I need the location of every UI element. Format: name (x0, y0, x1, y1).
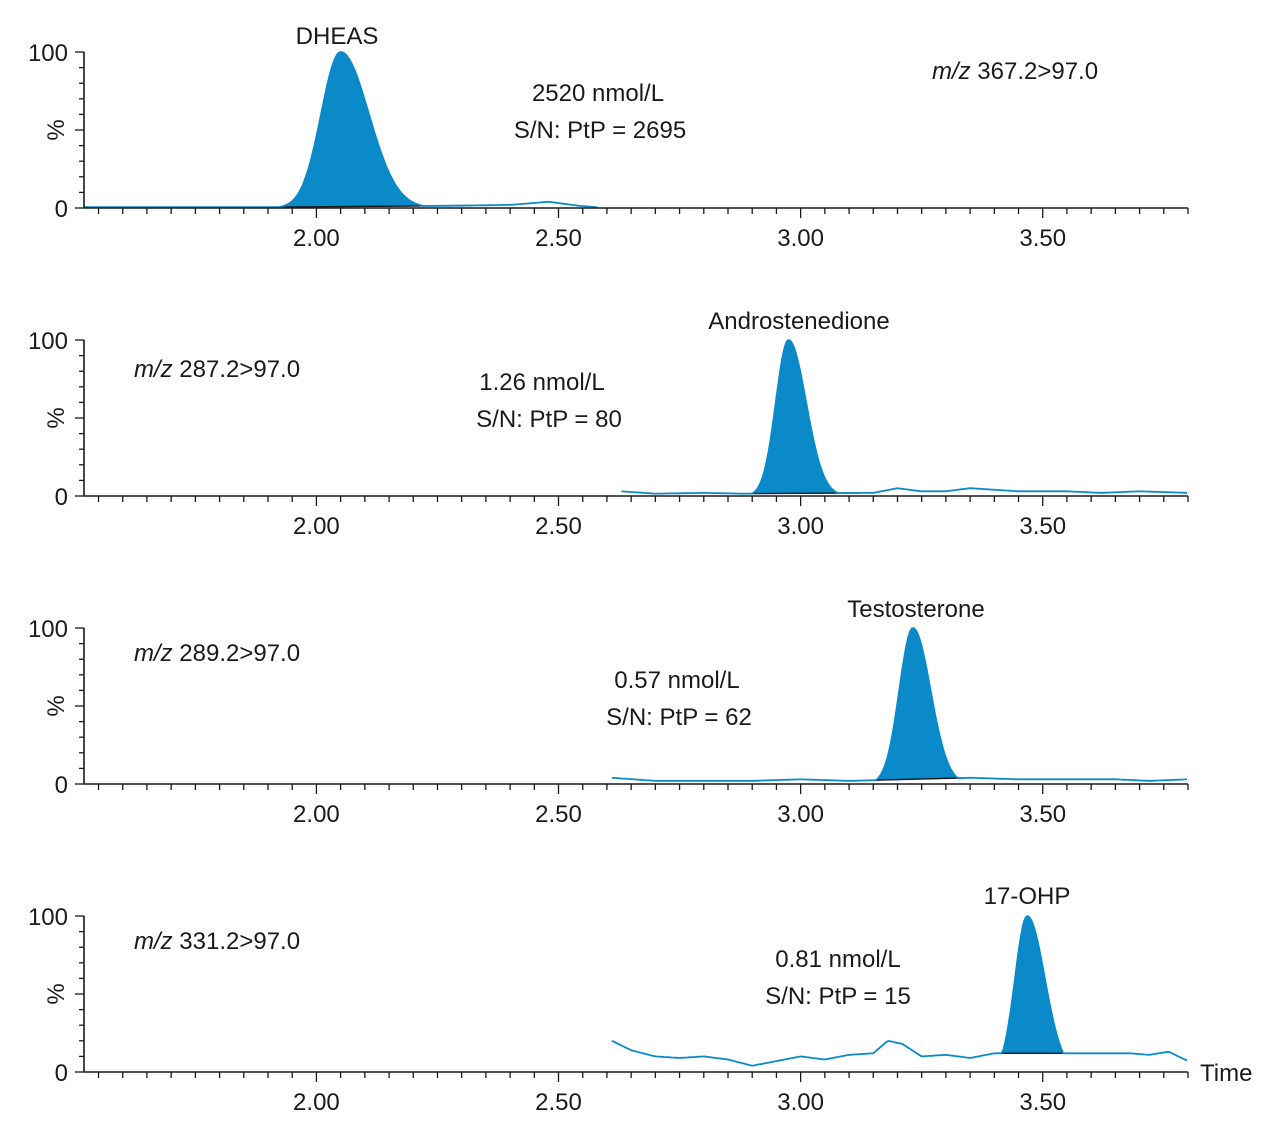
chromatogram-panel-4: 100 0% 2.00 2.50 3.00 3.50 Time 17-OHP 0.81 nmol… (28, 883, 1253, 1116)
x-tick-label: 2.00 (293, 1089, 340, 1116)
transition-label: m/z 287.2>97.0 (134, 356, 300, 383)
peak-label: Testosterone (847, 596, 984, 623)
integration-baseline (873, 777, 971, 781)
x-tick-label: 3.00 (777, 513, 824, 540)
chromatogram-trace (611, 915, 1188, 1067)
x-axis-label: Time (1200, 1060, 1252, 1087)
signal-to-noise-label: S/N: PtP = 62 (606, 704, 752, 731)
mz-prefix: m/z (932, 58, 971, 85)
mz-prefix: m/z (134, 928, 173, 955)
x-tick-label: 3.00 (777, 1089, 824, 1116)
peak-label: Androstenedione (708, 308, 889, 335)
x-tick-label: 3.50 (1019, 225, 1066, 252)
peak-area (281, 51, 472, 208)
x-tick-label: 3.50 (1019, 513, 1066, 540)
concentration-label: 0.57 nmol/L (614, 667, 739, 694)
y-tick-label: 0 (55, 772, 68, 799)
chromatogram-panel-1: 100 0% 2.00 2.50 3.00 3.50 DHEAS 2520 nmol/L S/N… (28, 23, 1189, 252)
y-tick-label: 0 (55, 196, 68, 223)
peak-label: 17-OHP (984, 883, 1071, 910)
transition-value: 289.2>97.0 (173, 640, 300, 667)
transition-value: 331.2>97.0 (173, 928, 300, 955)
y-tick-label: 100 (28, 328, 68, 355)
x-tick-label: 3.00 (777, 801, 824, 828)
y-tick-label: 100 (28, 904, 68, 931)
x-tick-label: 2.50 (535, 1089, 582, 1116)
transition-label: m/z 367.2>97.0 (932, 58, 1098, 85)
y-tick-label: 100 (28, 616, 68, 643)
transition-value: 367.2>97.0 (971, 58, 1098, 85)
peak-label: DHEAS (296, 23, 379, 50)
mz-prefix: m/z (134, 640, 173, 667)
signal-to-noise-label: S/N: PtP = 2695 (514, 117, 686, 144)
y-tick-label: 100 (28, 40, 68, 67)
peak-area (750, 339, 859, 495)
chromatogram-trace (621, 339, 1187, 495)
y-tick-label: 0 (55, 1060, 68, 1087)
x-tick-label: 3.50 (1019, 1089, 1066, 1116)
y-axis-label: % (43, 119, 70, 140)
transition-value: 287.2>97.0 (173, 356, 300, 383)
x-tick-label: 2.00 (293, 801, 340, 828)
mz-prefix: m/z (134, 356, 173, 383)
transition-label: m/z 289.2>97.0 (134, 640, 300, 667)
y-axis-label: % (43, 695, 70, 716)
x-tick-label: 2.50 (535, 513, 582, 540)
y-axis-label: % (43, 407, 70, 428)
x-tick-label: 2.00 (293, 225, 340, 252)
concentration-label: 2520 nmol/L (532, 80, 664, 107)
concentration-label: 1.26 nmol/L (479, 369, 604, 396)
x-tick-label: 2.50 (535, 801, 582, 828)
chromatogram-panel-3: 100 0% 2.00 2.50 3.00 3.50 Testosterone 0.57 nm… (28, 596, 1189, 828)
x-tick-label: 3.00 (777, 225, 824, 252)
y-tick-label: 0 (55, 484, 68, 511)
signal-to-noise-label: S/N: PtP = 80 (476, 406, 622, 433)
concentration-label: 0.81 nmol/L (775, 946, 900, 973)
chromatogram-panel-2: 100 0% 2.00 2.50 3.00 3.50 Androstenedione 1.26… (28, 308, 1189, 540)
chromatogram-trace (611, 627, 1187, 782)
transition-label: m/z 331.2>97.0 (134, 928, 300, 955)
x-tick-label: 2.00 (293, 513, 340, 540)
peak-area (994, 915, 1092, 1054)
signal-to-noise-label: S/N: PtP = 15 (765, 983, 911, 1010)
x-tick-label: 2.50 (535, 225, 582, 252)
y-axis-label: % (43, 983, 70, 1004)
x-tick-label: 3.50 (1019, 801, 1066, 828)
